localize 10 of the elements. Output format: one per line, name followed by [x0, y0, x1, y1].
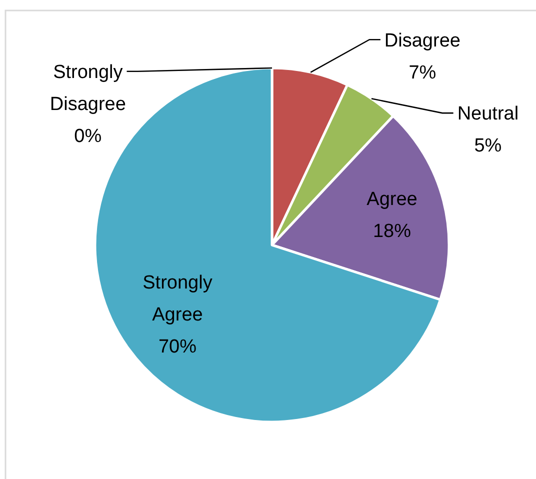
slice-label: Disagree	[384, 30, 460, 52]
slice-label: Agree	[366, 188, 418, 210]
data-label: 70%	[158, 336, 197, 358]
data-label: 5%	[474, 136, 502, 157]
category-label: Strongly Disagree	[50, 62, 126, 116]
data-label: 7%	[408, 62, 436, 84]
slice-label: Neutral	[457, 104, 519, 125]
data-label: 18%	[372, 220, 412, 242]
text: 0%	[74, 126, 102, 148]
slice-label: Strongly Agree	[142, 272, 213, 326]
